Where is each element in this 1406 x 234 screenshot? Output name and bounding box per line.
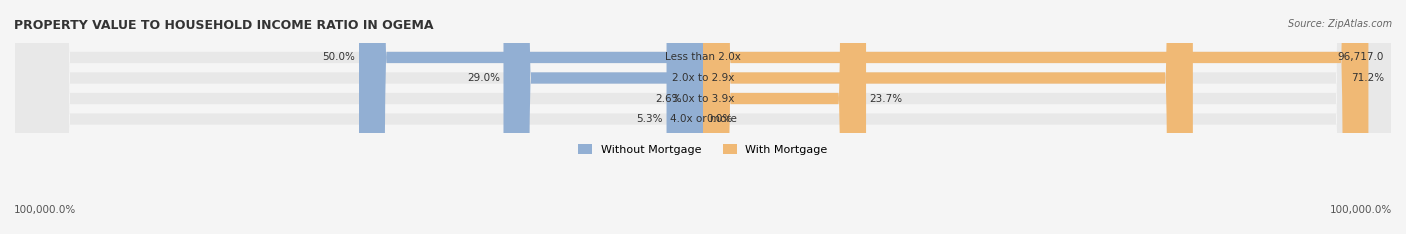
Text: 96,717.0: 96,717.0 xyxy=(1337,52,1384,62)
FancyBboxPatch shape xyxy=(703,0,1368,234)
Text: Source: ZipAtlas.com: Source: ZipAtlas.com xyxy=(1288,19,1392,29)
Text: 0.0%: 0.0% xyxy=(706,114,733,124)
Text: 50.0%: 50.0% xyxy=(323,52,356,62)
Text: PROPERTY VALUE TO HOUSEHOLD INCOME RATIO IN OGEMA: PROPERTY VALUE TO HOUSEHOLD INCOME RATIO… xyxy=(14,19,433,32)
FancyBboxPatch shape xyxy=(703,0,866,234)
Text: 29.0%: 29.0% xyxy=(467,73,501,83)
FancyBboxPatch shape xyxy=(15,0,1391,234)
Text: 5.3%: 5.3% xyxy=(637,114,664,124)
Text: 4.0x or more: 4.0x or more xyxy=(669,114,737,124)
FancyBboxPatch shape xyxy=(666,0,703,234)
FancyBboxPatch shape xyxy=(15,0,1391,234)
FancyBboxPatch shape xyxy=(503,0,703,234)
Text: 100,000.0%: 100,000.0% xyxy=(1330,205,1392,215)
Text: 100,000.0%: 100,000.0% xyxy=(14,205,76,215)
Text: 71.2%: 71.2% xyxy=(1351,73,1384,83)
Text: 3.0x to 3.9x: 3.0x to 3.9x xyxy=(672,94,734,103)
Text: 2.6%: 2.6% xyxy=(655,94,682,103)
Legend: Without Mortgage, With Mortgage: Without Mortgage, With Mortgage xyxy=(574,140,832,160)
Text: 23.7%: 23.7% xyxy=(869,94,903,103)
FancyBboxPatch shape xyxy=(359,0,703,234)
Text: 2.0x to 2.9x: 2.0x to 2.9x xyxy=(672,73,734,83)
FancyBboxPatch shape xyxy=(15,0,1391,234)
FancyBboxPatch shape xyxy=(703,0,1192,234)
FancyBboxPatch shape xyxy=(15,0,1391,234)
Text: Less than 2.0x: Less than 2.0x xyxy=(665,52,741,62)
FancyBboxPatch shape xyxy=(675,0,713,234)
